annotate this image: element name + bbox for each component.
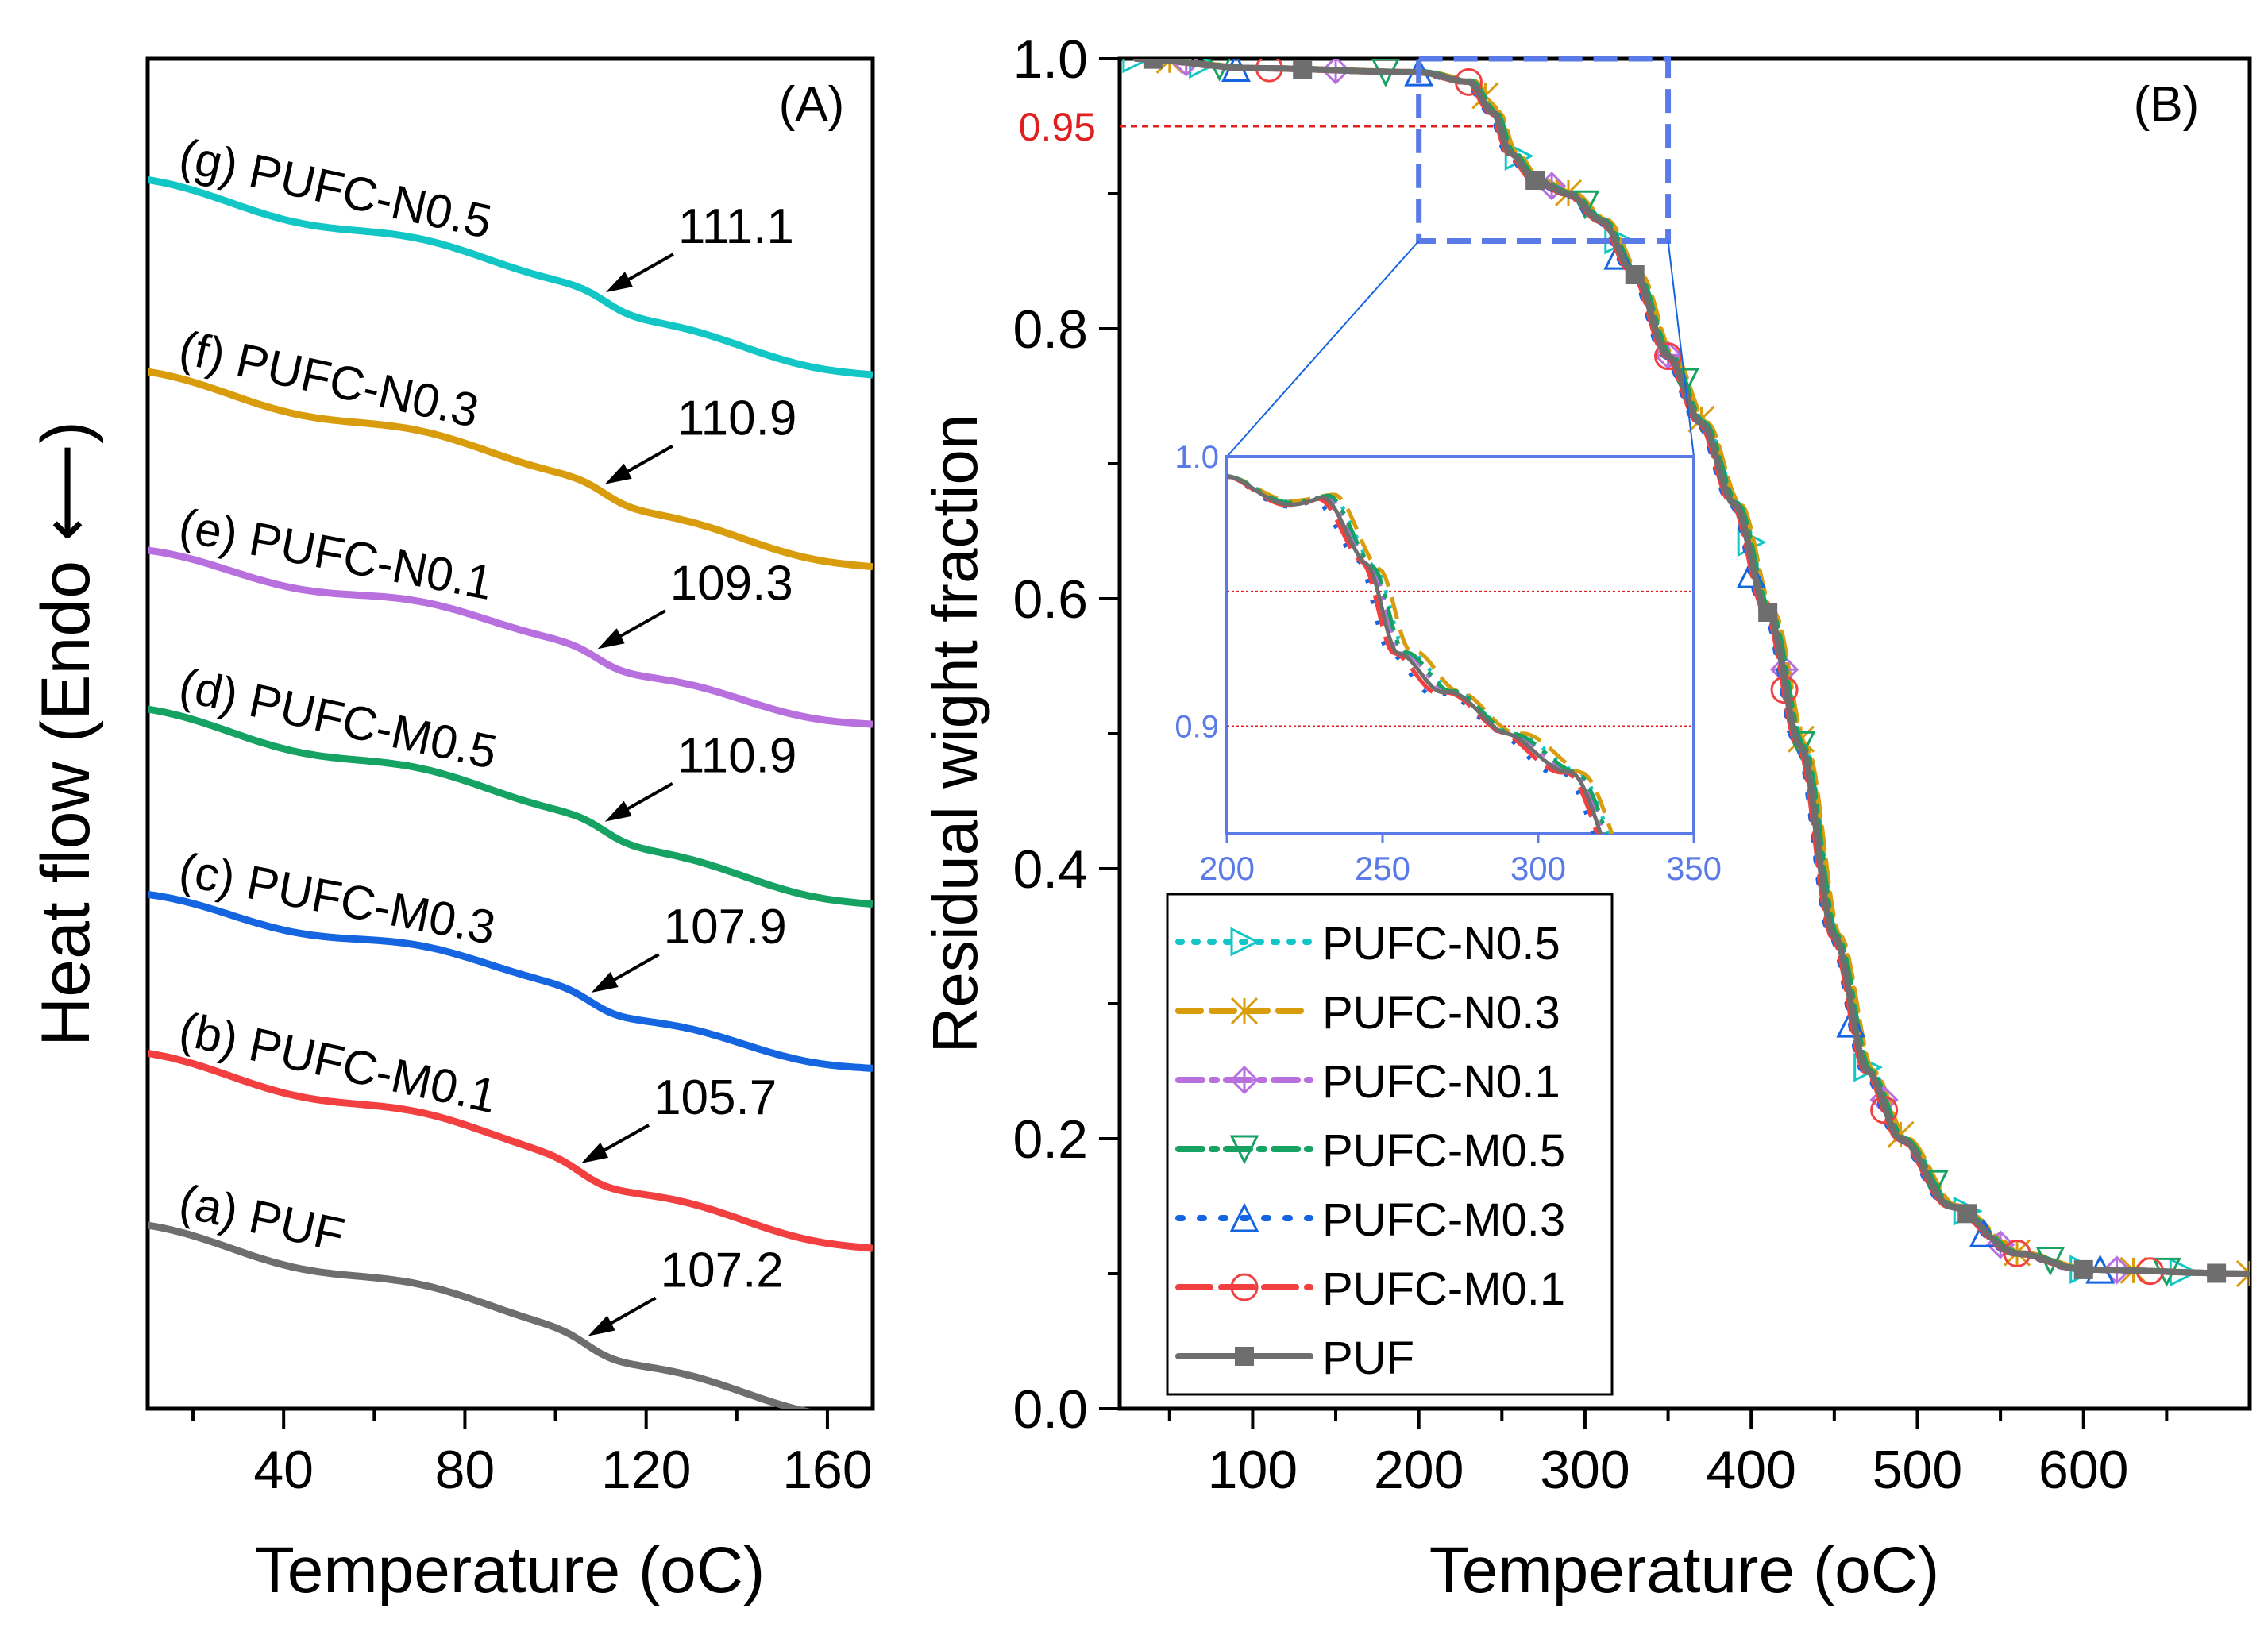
panel-a-y-axis-label: Heat flow (Endo ⟵) bbox=[28, 421, 104, 1047]
panel-a-tg-arrow-head bbox=[604, 463, 632, 484]
panel-b-marker bbox=[1122, 59, 1152, 74]
panel-b-marker bbox=[1786, 731, 1816, 761]
panel-b-marker bbox=[1230, 997, 1259, 1025]
panel-b-marker bbox=[2207, 1263, 2227, 1283]
panel-b-x-tick-label: 200 bbox=[1374, 1440, 1464, 1500]
panel-a-x-tick-label: 160 bbox=[782, 1440, 872, 1500]
inset-frame bbox=[1225, 455, 1695, 835]
panel-b-marker bbox=[2235, 1259, 2250, 1288]
panel-a-tg-value-c: 107.9 bbox=[664, 900, 787, 954]
legend-label-pufc-n0.3: PUFC-N0.3 bbox=[1322, 987, 1560, 1039]
panel-b-marker bbox=[1230, 1273, 1259, 1301]
panel-a-series-label-a: (a) PUF bbox=[175, 1174, 349, 1262]
panel-b-ticks: 100 200 300 400 500 600 0.0 0.2 0.4 0.6 0.8 1.0 bbox=[1012, 29, 2169, 1500]
panel-b-y-tick-label: 0.6 bbox=[1012, 569, 1088, 630]
panel-b-marker bbox=[1526, 171, 1545, 190]
panel-a-tg-arrow-head bbox=[581, 1142, 609, 1163]
legend-label-pufc-m0.5: PUFC-M0.5 bbox=[1322, 1125, 1565, 1177]
inset-x-tick-label: 250 bbox=[1355, 850, 1410, 887]
panel-b: 0.95 100 200 300 400 500 600 0.0 0.2 0.4 0.6 0.8 1.… bbox=[920, 29, 2252, 1606]
panel-b-y-tick-label: 0.2 bbox=[1012, 1109, 1088, 1170]
panel-a-curve-c bbox=[148, 890, 873, 1072]
panel-b-zoom-rectangle bbox=[1416, 56, 1672, 244]
panel-b-inset: 200 250 300 350 1.0 0.9 bbox=[1174, 440, 1722, 887]
panel-a-tg-arrow-head bbox=[604, 800, 632, 822]
panel-a-tg-arrow-head bbox=[605, 272, 633, 293]
panel-a-curve-a bbox=[148, 1221, 812, 1409]
panel-a-x-axis-label: Temperature (oC) bbox=[255, 1534, 766, 1606]
panel-b-zoom-connector bbox=[1667, 241, 1695, 457]
panel-b-marker bbox=[1143, 59, 1163, 69]
panel-b-marker bbox=[1229, 1202, 1259, 1232]
panel-b-x-tick-label: 500 bbox=[1873, 1440, 1962, 1500]
panel-b-zoom-box bbox=[1226, 56, 1695, 457]
inset-y-tick-label: 0.9 bbox=[1174, 709, 1219, 744]
panel-b-x-tick-label: 400 bbox=[1706, 1440, 1796, 1500]
panel-a-tg-value-f: 110.9 bbox=[677, 391, 797, 446]
inset-x-tick-label: 350 bbox=[1666, 850, 1722, 887]
panel-a-tg-arrow-head bbox=[591, 972, 619, 993]
panel-b-y-tick-label: 0.4 bbox=[1012, 839, 1088, 900]
panel-a-tg-value-g: 111.1 bbox=[678, 199, 794, 254]
legend-label-pufc-n0.5: PUFC-N0.5 bbox=[1322, 918, 1560, 970]
panel-b-marker bbox=[1235, 1347, 1254, 1366]
panel-b-marker bbox=[1230, 927, 1260, 957]
panel-b-x-axis-label: Temperature (oC) bbox=[1429, 1534, 1940, 1606]
panel-a-series bbox=[148, 175, 873, 1409]
panel-b-legend: PUFC-N0.5 PUFC-N0.3 PUFC-N0.1 PUFC-M0.5 PUFC… bbox=[1166, 893, 1614, 1396]
panel-b-marker bbox=[1625, 265, 1645, 284]
panel-b-marker bbox=[1229, 1135, 1259, 1165]
panel-b-tag: (B) bbox=[2134, 77, 2200, 132]
panel-b-series bbox=[1122, 59, 2250, 1288]
panel-b-reference-label: 0.95 bbox=[1019, 105, 1096, 149]
panel-a-tag: (A) bbox=[779, 77, 845, 132]
panel-a-tg-value-e: 109.3 bbox=[670, 556, 793, 611]
panel-a-tg-value-b: 105.7 bbox=[654, 1070, 777, 1125]
panel-a-tg-value-a: 107.2 bbox=[661, 1244, 784, 1298]
panel-b-curve-puf bbox=[1132, 59, 2250, 1277]
panel-b-x-tick-label: 300 bbox=[1540, 1440, 1630, 1500]
legend-label-pufc-m0.3: PUFC-M0.3 bbox=[1322, 1194, 1565, 1246]
panel-a-x-tick-label: 120 bbox=[601, 1440, 691, 1500]
panel-b-y-tick-label: 0.0 bbox=[1012, 1379, 1088, 1440]
panel-b-marker bbox=[2073, 1259, 2093, 1279]
panel-b-x-tick-label: 100 bbox=[1208, 1440, 1298, 1500]
panel-a-curve-b bbox=[148, 1049, 873, 1252]
panel-b-y-tick-label: 0.8 bbox=[1012, 299, 1088, 360]
panel-a-curve-g bbox=[148, 175, 873, 379]
panel-b-reference-line: 0.95 bbox=[1019, 105, 1502, 149]
inset-x-tick-label: 200 bbox=[1199, 850, 1255, 887]
panel-b-marker bbox=[1919, 1170, 1949, 1200]
legend-label-puf: PUF bbox=[1322, 1332, 1414, 1384]
panel-b-marker bbox=[1654, 342, 1683, 371]
panel-b-marker bbox=[1293, 60, 1313, 79]
panel-b-x-tick-label: 600 bbox=[2038, 1440, 2128, 1500]
panel-b-y-axis-label: Residual wight fraction bbox=[920, 415, 990, 1054]
panel-a-x-tick-label: 80 bbox=[435, 1440, 496, 1500]
panel-a-x-tick-label: 40 bbox=[253, 1440, 314, 1500]
panel-a-curve-f bbox=[148, 368, 873, 571]
legend-box bbox=[1166, 893, 1614, 1396]
legend-label-pufc-m0.1: PUFC-M0.1 bbox=[1322, 1263, 1565, 1315]
inset-curve-puf bbox=[1227, 473, 1603, 834]
panel-b-zoom-connector bbox=[1226, 240, 1420, 457]
panel-a-tg-arrow-head bbox=[588, 1315, 615, 1336]
legend-label-pufc-n0.1: PUFC-N0.1 bbox=[1322, 1056, 1560, 1108]
panel-b-marker bbox=[1958, 1204, 1977, 1224]
inset-curves bbox=[1227, 473, 1614, 834]
panel-a-curve-d bbox=[148, 705, 873, 908]
panel-a-curve-e bbox=[148, 546, 873, 728]
inset-x-tick-label: 300 bbox=[1510, 850, 1566, 887]
panel-a-tg-arrow-head bbox=[597, 628, 625, 650]
inset-y-tick-label: 1.0 bbox=[1174, 440, 1219, 475]
panel-a-frame bbox=[145, 56, 875, 1411]
panel-a-x-ticks: 40 80 120 160 bbox=[191, 1409, 873, 1500]
panel-b-y-tick-label: 1.0 bbox=[1012, 29, 1088, 90]
panel-b-marker bbox=[1229, 1065, 1259, 1095]
panel-b-marker bbox=[1758, 603, 1778, 622]
panel-a-tg-value-d: 110.9 bbox=[677, 729, 797, 784]
